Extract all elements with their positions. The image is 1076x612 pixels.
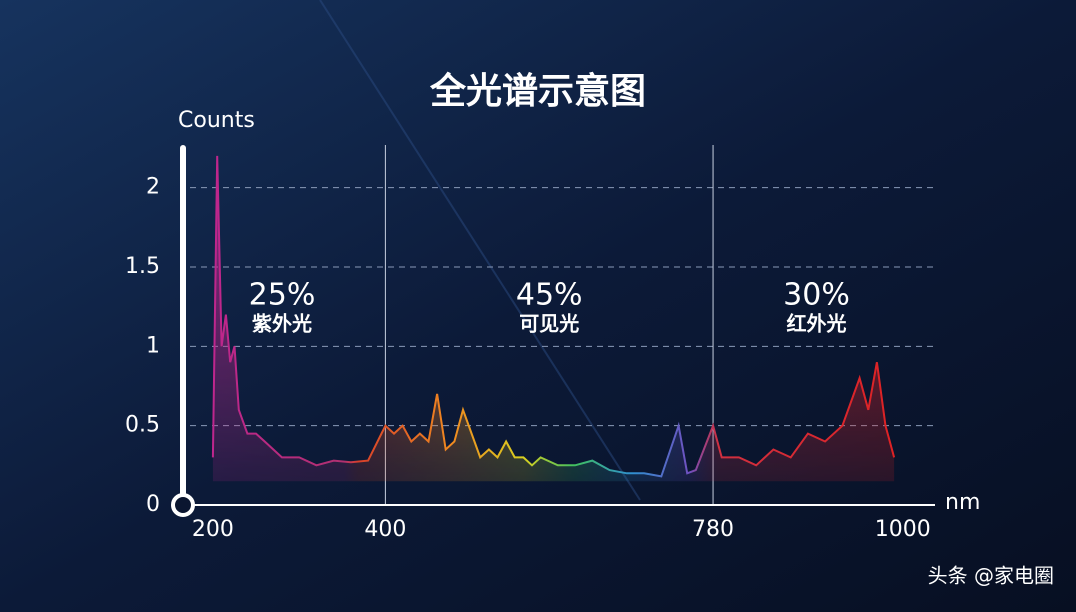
x-tick-label: 1000	[875, 517, 931, 542]
x-tick-label: 200	[192, 517, 234, 542]
region-name: 紫外光	[252, 312, 312, 336]
spectrum-area	[212, 155, 895, 482]
region-name: 红外光	[787, 312, 847, 336]
y-tick-label: 1.5	[125, 254, 160, 279]
region-share: 45%	[516, 278, 583, 313]
x-tick-label: 400	[364, 517, 406, 542]
y-tick-label: 0.5	[125, 413, 160, 438]
region-name: 可见光	[519, 312, 579, 336]
chart-title: 全光谱示意图	[429, 70, 646, 112]
y-axis-label: Counts	[178, 108, 255, 133]
y-tick-label: 0	[146, 492, 160, 517]
spectrum-line	[211, 155, 896, 478]
origin-marker	[171, 493, 195, 517]
watermark: 头条 @家电圈	[928, 564, 1054, 588]
y-tick-label: 2	[146, 175, 160, 200]
y-tick-label: 1	[146, 333, 160, 358]
x-axis-label: nm	[945, 490, 980, 515]
x-tick-label: 780	[692, 517, 734, 542]
decor-line	[319, 0, 641, 501]
region-share: 30%	[783, 278, 850, 313]
region-share: 25%	[249, 278, 316, 313]
plot: 0 0.5 1 1.5 2 200 400 780 1000 25%紫外光 45%可见光 30%红外光	[125, 145, 935, 542]
